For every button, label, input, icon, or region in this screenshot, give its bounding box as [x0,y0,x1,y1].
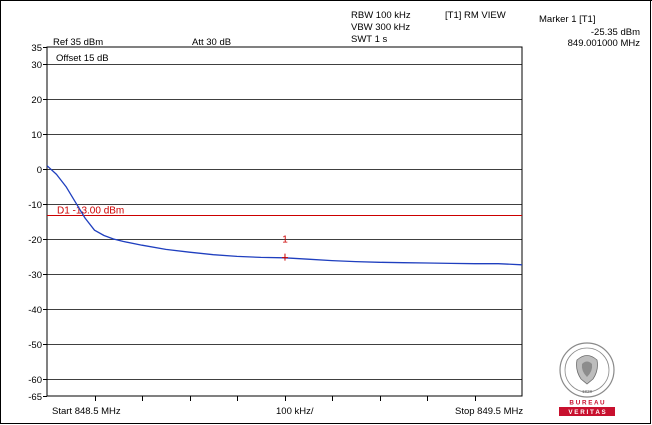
y-tick-label: -40 [28,305,42,316]
stop-frequency-label: Stop 849.5 MHz [455,406,524,417]
marker-label: 1 [282,235,288,246]
svg-text:V E R I T A S: V E R I T A S [568,409,605,416]
plot-grid [46,46,523,397]
y-tick-label: 10 [31,130,42,141]
svg-text:1828: 1828 [582,389,593,394]
trace-mode-label: [T1] RM VIEW [445,10,506,21]
marker-group: 1 [281,235,288,261]
start-frequency-label: Start 848.5 MHz [52,406,121,417]
plot-area-border [46,46,523,397]
ref-level-label: Ref 35 dBm [53,37,104,48]
rbw-label: RBW 100 kHz [351,10,411,21]
y-tick-label: -60 [28,375,42,386]
y-tick-label: 0 [37,165,42,176]
y-tick-label: 20 [31,95,42,106]
marker-level: -25.35 dBm [590,27,640,38]
x-axis-ticks [95,396,476,401]
trace-line [46,165,523,266]
swt-label: SWT 1 s [351,34,388,45]
trace-group [46,165,523,266]
top-border [0,0,652,1]
marker-title: Marker 1 [T1] [539,14,596,25]
y-tick-label: -65 [28,392,42,403]
limit-line-label: D1 -13.00 dBm [57,206,124,217]
attenuation-label: Att 30 dB [192,37,232,48]
y-axis-ticks: 35 30 20 10 0 -10 -20 -30 -40 -50 -60 -65 [28,43,47,403]
bureau-veritas-logo: 1828 B U R E A U V E R I T A S [559,342,615,416]
vbw-label: VBW 300 kHz [351,22,411,33]
y-tick-label: 35 [31,43,42,54]
y-tick-label: -10 [28,200,42,211]
y-tick-label: 30 [31,60,42,71]
span-per-div-label: 100 kHz/ [276,406,314,417]
svg-text:B U R E A U: B U R E A U [569,400,605,407]
y-tick-label: -30 [28,270,42,281]
offset-label: Offset 15 dB [56,53,109,64]
marker-frequency: 849.001000 MHz [567,38,640,49]
y-tick-label: -50 [28,340,42,351]
y-tick-label: -20 [28,235,42,246]
limit-line-group: D1 -13.00 dBm [47,206,522,217]
